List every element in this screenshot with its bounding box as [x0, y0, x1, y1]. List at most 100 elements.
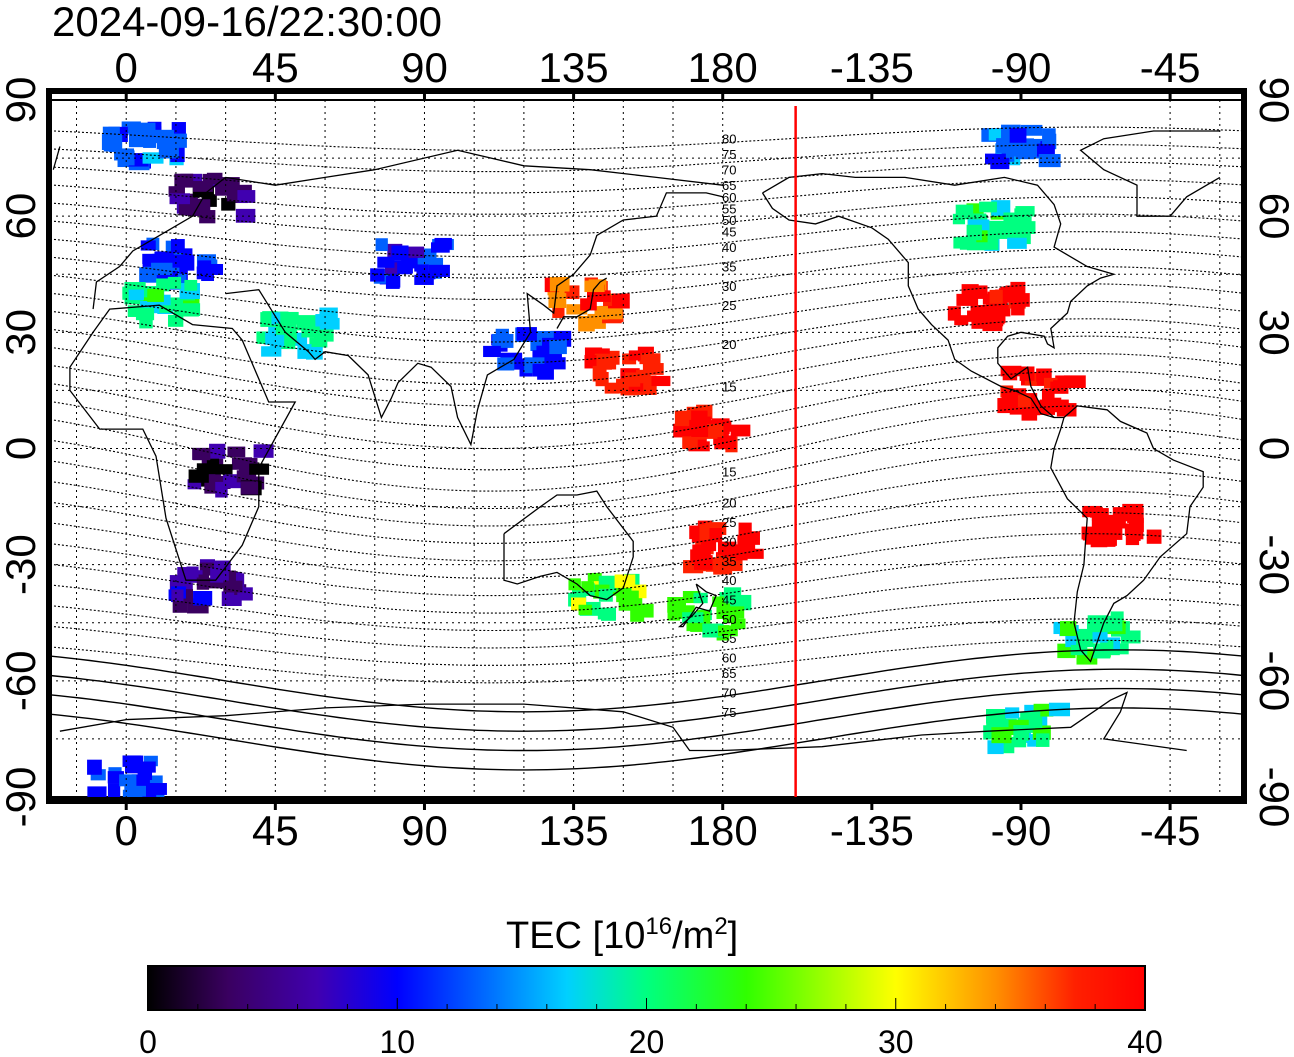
magnetic-contour [50, 370, 1243, 450]
tec-cell [1091, 508, 1109, 521]
tec-cell [1107, 615, 1123, 632]
tec-cell [180, 303, 201, 317]
magnetic-contour [50, 283, 1243, 343]
magnetic-contour [50, 405, 1243, 492]
tec-cell [135, 307, 155, 321]
tec-cell [275, 323, 297, 335]
tec-cell [87, 759, 102, 775]
tec-cell [611, 293, 630, 309]
right-lat-tick-label: -90 [1251, 767, 1294, 828]
tec-cell [128, 125, 143, 136]
right-lat-tick-label: 30 [1251, 309, 1294, 356]
magnetic-contour [50, 490, 1243, 562]
tec-cell [143, 755, 158, 767]
tec-cell [1082, 505, 1102, 518]
tec-cell [628, 350, 650, 361]
tec-cell [1011, 302, 1025, 316]
top-lon-tick-label: 180 [688, 44, 758, 91]
map-frame-top-bar [46, 88, 1247, 94]
tec-cell [158, 143, 179, 159]
bottom-longitude-axis: 0 45 90 135 180 -135 -90 -45 [115, 797, 1200, 854]
right-lat-tick-label: 60 [1251, 193, 1294, 240]
tec-cell [698, 418, 712, 431]
magnetic-contour [50, 707, 1243, 771]
tec-cell [991, 727, 1012, 744]
top-lon-tick-label: 90 [401, 44, 448, 91]
coastline [1050, 405, 1204, 663]
tec-region-japan [544, 276, 630, 332]
tec-cell [729, 606, 745, 619]
tec-cell [414, 274, 434, 285]
tec-cell [1087, 615, 1109, 627]
tec-cell [186, 566, 199, 578]
contour-label: 70 [722, 685, 736, 700]
coastline [69, 304, 297, 581]
coastline [59, 691, 1187, 752]
tec-cell [193, 590, 213, 606]
magnetic-contour [50, 126, 1243, 151]
contour-label: 40 [722, 573, 736, 588]
top-longitude-axis: 0 45 90 135 180 -135 -90 -45 [115, 44, 1200, 100]
magnetic-contour [50, 469, 1243, 544]
tec-cell [674, 410, 692, 427]
tec-cell [584, 280, 605, 293]
tec-cell [128, 289, 144, 301]
tec-cell [206, 577, 226, 589]
colorbar-tick-label: 10 [379, 1024, 415, 1057]
tec-cell [214, 560, 231, 573]
colorbar-ticks: 0 10 20 30 40 [139, 998, 1163, 1057]
tec-cell [707, 423, 724, 438]
tec-cell [1101, 535, 1116, 547]
tec-cell [1111, 518, 1126, 529]
tec-cell [600, 608, 616, 621]
bottom-lon-tick-label: 180 [688, 807, 758, 854]
tec-cell [1002, 370, 1018, 381]
magnetic-contour [50, 575, 1243, 632]
tec-cell [1060, 621, 1077, 636]
tec-cell [630, 608, 645, 622]
tec-cell [673, 423, 691, 438]
contour-label: 75 [722, 147, 736, 162]
magnetic-contour [50, 597, 1243, 649]
tec-cell [261, 346, 282, 357]
magnetic-contour [50, 300, 1243, 364]
bottom-lon-tick-label: -90 [991, 807, 1052, 854]
tec-cell [986, 708, 1007, 724]
tec-cell [982, 316, 1003, 332]
contour-label: 45 [722, 593, 736, 608]
tec-cell [223, 580, 243, 593]
magnetic-contour [50, 668, 1243, 732]
tec-cell [280, 311, 299, 325]
tec-cell [483, 345, 501, 358]
tec-cell [128, 131, 151, 148]
tec-cell [187, 479, 202, 490]
tec-cell [297, 344, 312, 359]
tec-cell [492, 333, 514, 348]
tec-cell [746, 548, 764, 559]
tec-cell [385, 276, 400, 289]
contour-label: 35 [722, 260, 736, 275]
map-frame-right-bar [1241, 88, 1247, 804]
tec-cell [1037, 143, 1055, 157]
tec-cell [1015, 147, 1035, 160]
tec-cell [169, 193, 190, 205]
tec-cell [1001, 388, 1015, 403]
lat-lon-grid [50, 100, 1243, 797]
colorbar-tick-label: 0 [139, 1024, 157, 1057]
tec-cell [122, 755, 142, 767]
tec-cell [101, 134, 123, 151]
contour-label: 75 [722, 705, 736, 720]
tec-cell [974, 285, 988, 299]
tec-cell [578, 315, 595, 332]
colorbar-title-sup2: 2 [714, 913, 727, 940]
tec-cell [536, 345, 550, 357]
tec-cell [147, 288, 164, 302]
right-lat-tick-label: -60 [1251, 650, 1294, 711]
tec-data-layer [87, 121, 1162, 797]
tec-cell [979, 201, 997, 213]
magnetic-latitude-contours [50, 126, 1243, 771]
tec-cell [87, 786, 107, 797]
tec-region-south-america [1081, 503, 1162, 548]
tec-cell [154, 251, 174, 265]
tec-cell [987, 740, 1004, 755]
